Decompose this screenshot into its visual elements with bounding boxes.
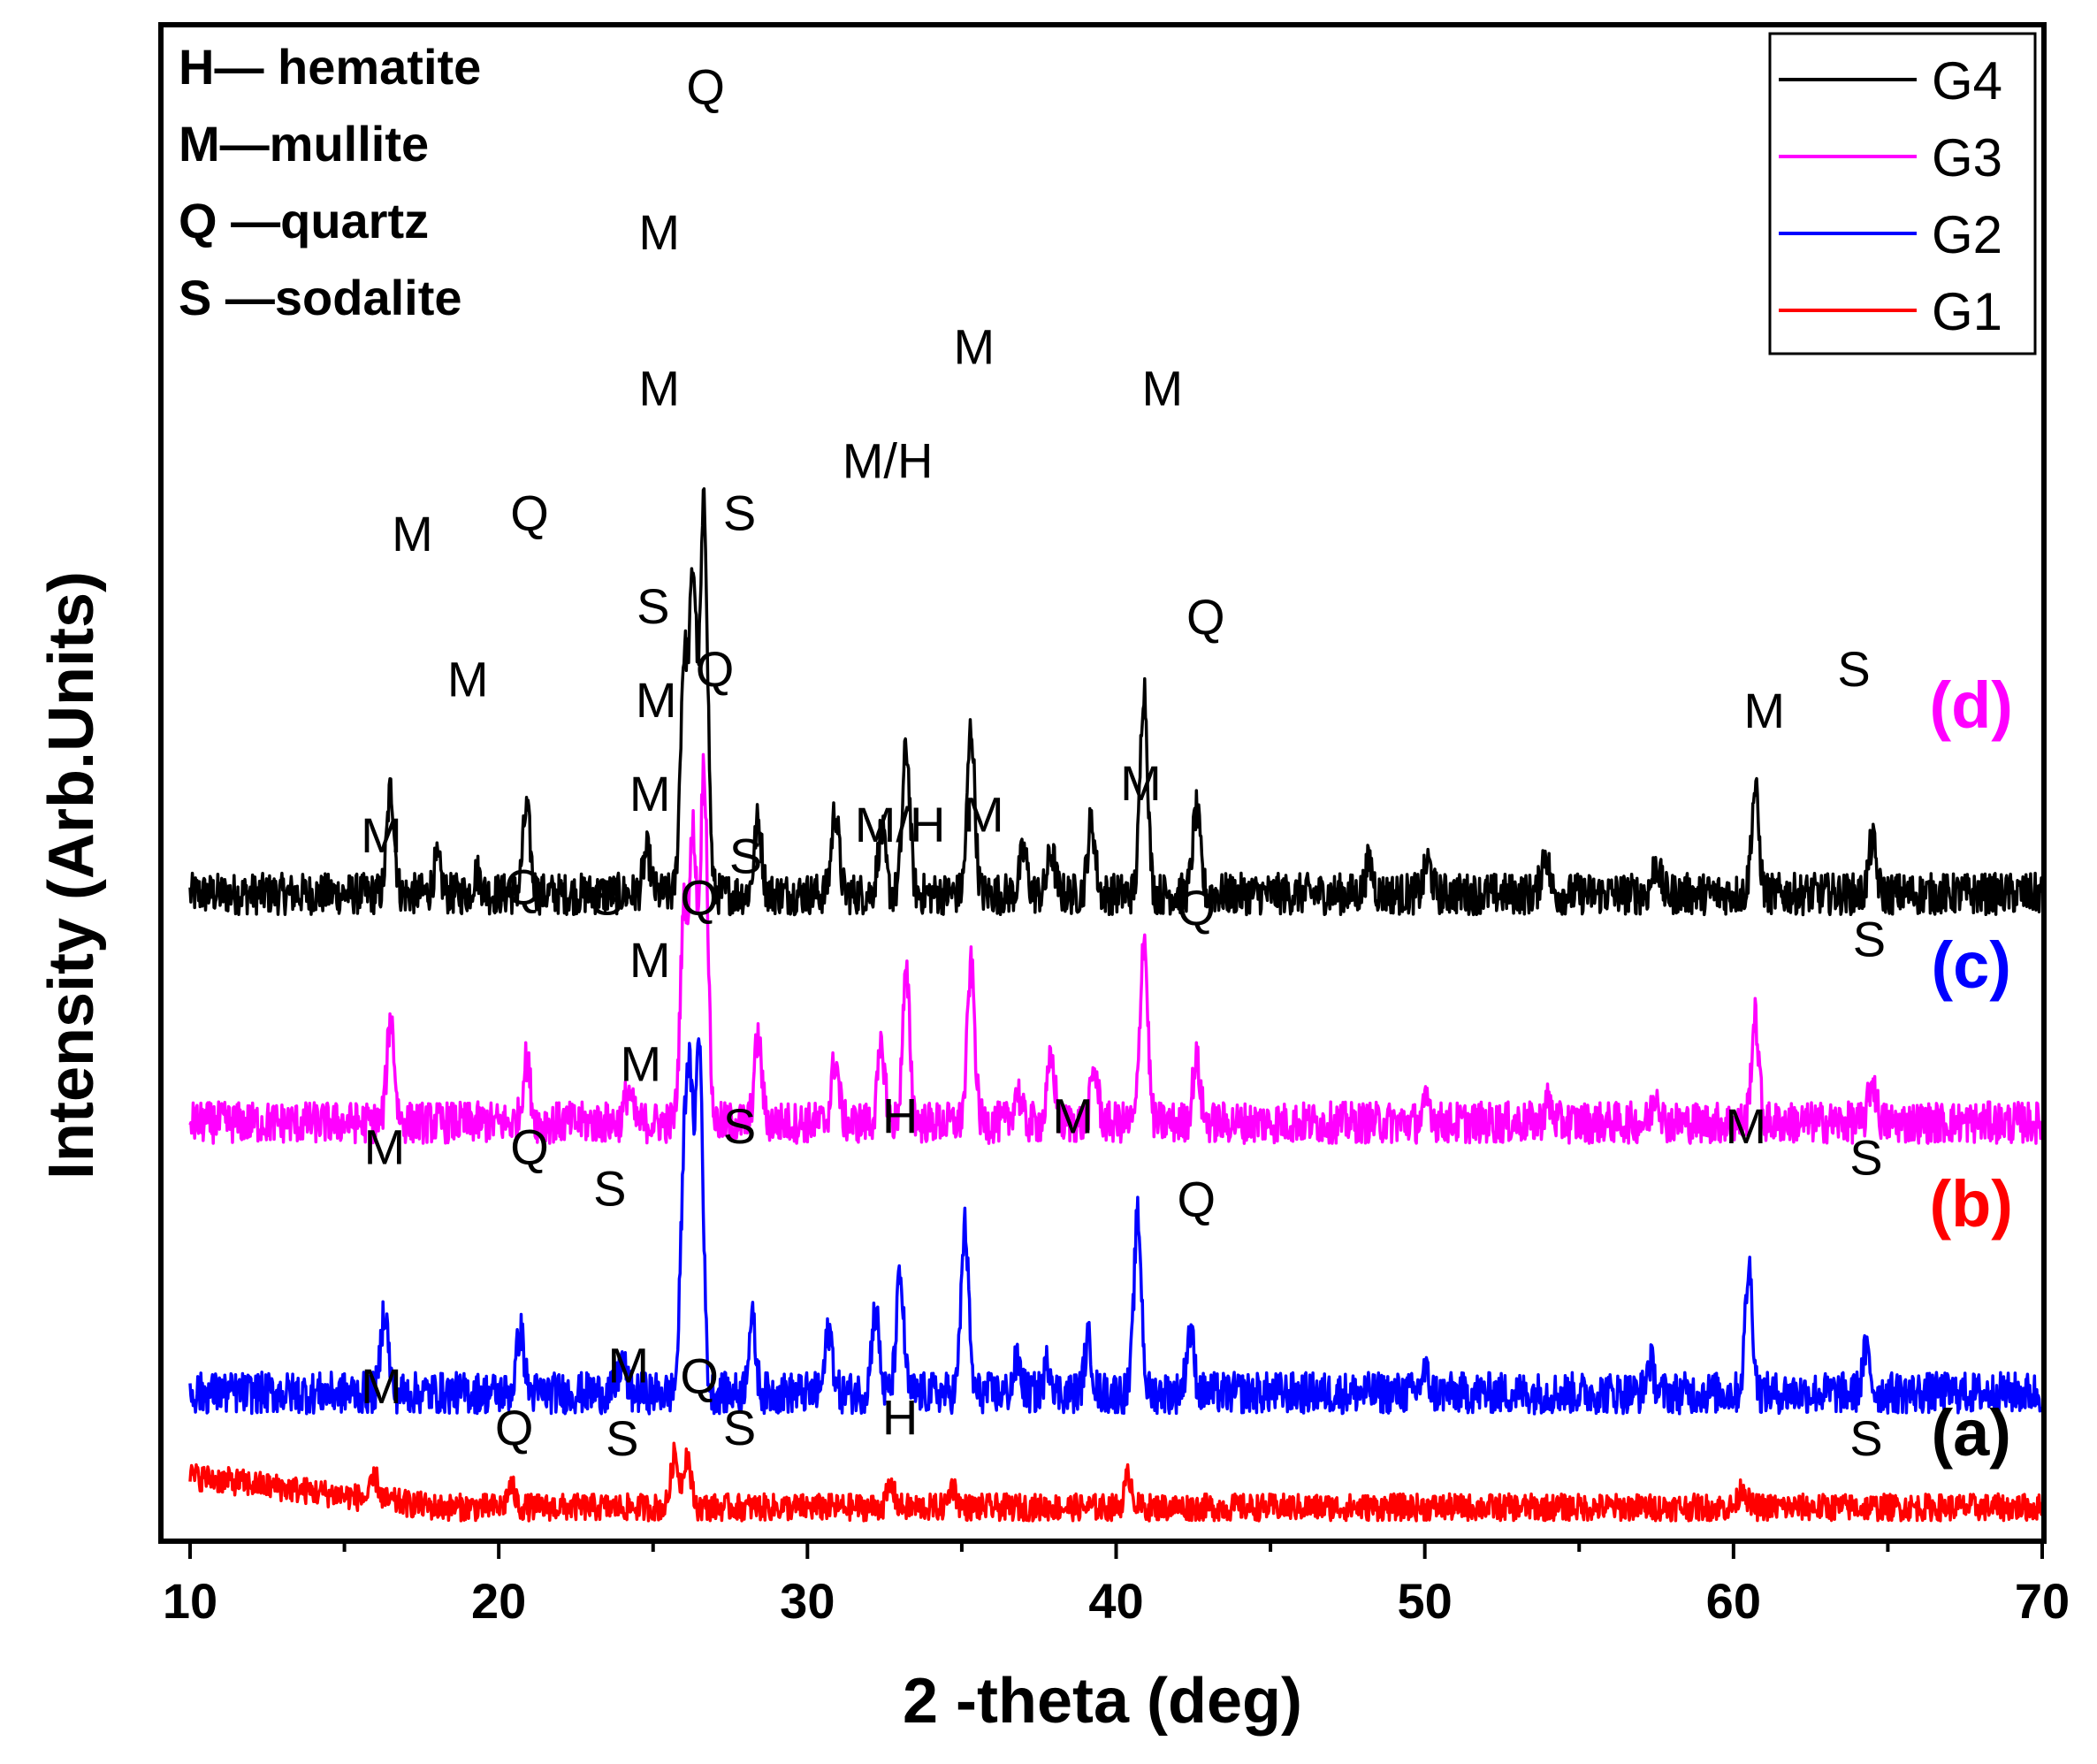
peak-label: Q	[495, 1400, 534, 1455]
peak-label: H	[882, 1088, 918, 1143]
peak-label: M	[963, 786, 1004, 842]
peak-label: M/H	[843, 433, 934, 489]
peak-label: S	[723, 1400, 756, 1455]
legend: G4 G3 G2 G1	[1768, 32, 2037, 355]
x-axis-title: 2 -theta (deg)	[903, 1666, 1302, 1737]
peak-label: Q	[1178, 880, 1216, 935]
peak-label: S	[593, 1161, 626, 1217]
y-axis-title: Intensity (Arb.Units)	[36, 571, 107, 1180]
peak-label: S	[1837, 641, 1870, 697]
legend-label-g3: G3	[1932, 128, 2002, 187]
phase-key-entry: Q —quartz	[179, 193, 429, 248]
peak-label: Q	[686, 58, 725, 114]
x-tick-label: 60	[1706, 1573, 1761, 1629]
peak-label: M	[620, 1036, 661, 1092]
legend-label-g2: G2	[1932, 205, 2002, 264]
peak-label: M	[954, 318, 995, 374]
peak-label: M/H	[855, 797, 946, 852]
x-axis: 10 20 30 40 50 60 70	[163, 1541, 2070, 1629]
curve-label-g3: (c)	[1931, 928, 2010, 1002]
peak-label: M	[447, 652, 489, 707]
peak-label: S	[591, 869, 623, 925]
peak-label: M	[392, 506, 433, 561]
phase-key-entry: S —sodalite	[179, 270, 462, 325]
peak-label: M	[638, 360, 680, 416]
plot-frame	[158, 22, 2047, 1544]
peak-label: M	[1743, 683, 1785, 738]
peak-label: M	[629, 932, 671, 988]
peak-label: M	[1120, 755, 1162, 811]
peak-label: S	[606, 1410, 638, 1466]
x-tick-label: 40	[1088, 1573, 1143, 1629]
peak-label: S	[729, 828, 762, 883]
legend-label-g4: G4	[1932, 51, 2002, 111]
legend-box	[1768, 32, 2037, 355]
peak-label: M	[638, 204, 680, 260]
peak-label: M	[1725, 1098, 1766, 1154]
peak-label: Q	[680, 869, 719, 925]
peak-label: Q	[510, 1119, 549, 1175]
peak-label: S	[1849, 1129, 1882, 1185]
peak-label: M	[1142, 360, 1184, 416]
peak-label: S	[1849, 1410, 1882, 1466]
peak-label: Q	[1178, 1171, 1216, 1226]
x-tick-label: 10	[163, 1573, 217, 1629]
x-tick-label: 20	[471, 1573, 526, 1629]
phase-key-entry: M—mullite	[179, 116, 429, 172]
series-line-g4	[188, 487, 2044, 917]
phase-key: H— hematite M—mullite Q —quartz S —sodalite	[179, 39, 481, 325]
peak-label: M	[1052, 1088, 1094, 1143]
peak-label: S	[723, 1098, 756, 1154]
x-tick-label: 50	[1398, 1573, 1453, 1629]
series-line-g3	[188, 752, 2044, 1145]
curve-label-g4: (d)	[1929, 668, 2013, 742]
peak-label: Q	[696, 641, 735, 697]
series-line-g2	[188, 1037, 2044, 1416]
peak-label: M	[361, 1358, 402, 1414]
peak-label: M	[364, 1119, 406, 1175]
peak-label: H	[882, 1389, 918, 1445]
peak-label: M	[607, 1338, 649, 1394]
series-line-g1	[188, 1441, 2043, 1523]
phase-key-entry: H— hematite	[179, 39, 481, 95]
curve-label-g1: (a)	[1931, 1396, 2010, 1470]
peak-label: Q	[680, 1348, 719, 1403]
peak-label: M	[636, 672, 677, 728]
x-tick-label: 70	[2015, 1573, 2070, 1629]
peak-label: Q	[1186, 589, 1225, 645]
curve-label-g2: (b)	[1929, 1167, 2013, 1241]
peak-label: M	[629, 766, 671, 821]
peak-label: S	[723, 485, 756, 540]
peak-label: M	[361, 807, 402, 863]
x-tick-label: 30	[780, 1573, 835, 1629]
peak-label: S	[637, 578, 669, 634]
peak-label: Q	[504, 859, 543, 915]
peak-label: Q	[510, 485, 549, 540]
legend-label-g1: G1	[1932, 282, 2002, 341]
peak-label: S	[1853, 912, 1886, 967]
